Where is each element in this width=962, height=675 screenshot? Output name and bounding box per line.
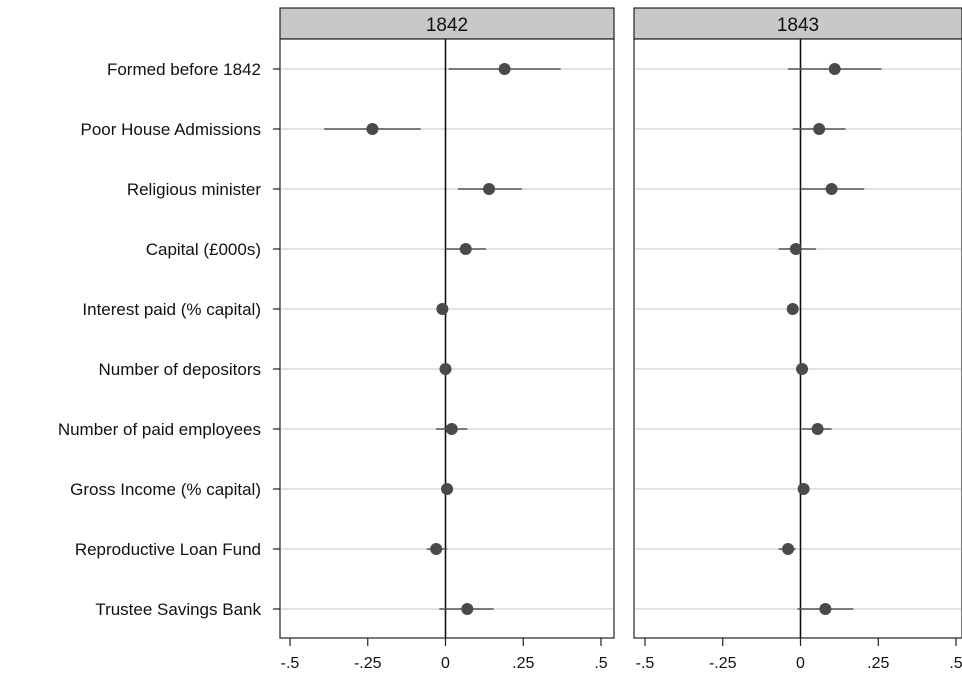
- estimate-point: [459, 243, 472, 255]
- estimate-point: [819, 603, 832, 615]
- panel-title: 1843: [777, 15, 819, 36]
- estimate-point: [811, 423, 824, 435]
- estimate-point: [782, 543, 795, 555]
- panel-1842: 1842 -.5 -.25 0 .25 .5: [279, 7, 615, 672]
- estimate-point: [498, 63, 511, 75]
- estimate-point: [445, 423, 458, 435]
- estimate-point: [483, 183, 496, 195]
- estimate-point: [366, 123, 379, 135]
- category-label: Number of depositors: [98, 360, 261, 379]
- category-label: Formed before 1842: [107, 60, 261, 79]
- panel-1843: 1843 -.5 -.25 0 .25 .5: [633, 7, 962, 672]
- estimate-point: [828, 63, 841, 75]
- estimate-point: [461, 603, 474, 615]
- estimate-point: [797, 483, 810, 495]
- estimate-point: [430, 543, 443, 555]
- x-tick-label: 0: [796, 655, 805, 672]
- x-tick-label: .5: [949, 655, 962, 672]
- estimate-point: [813, 123, 826, 135]
- estimate-point: [825, 183, 838, 195]
- x-tick-label: .25: [512, 655, 534, 672]
- x-tick-label: -.5: [281, 655, 300, 672]
- x-tick-label: .25: [867, 655, 889, 672]
- x-tick-label: 0: [441, 655, 450, 672]
- category-label: Capital (£000s): [146, 240, 261, 259]
- panel-strip: [279, 7, 615, 40]
- x-tick-label: -.25: [709, 655, 737, 672]
- category-label: Gross Income (% capital): [70, 480, 261, 499]
- category-label: Interest paid (% capital): [82, 300, 261, 319]
- x-tick-label: -.5: [636, 655, 655, 672]
- category-label: Trustee Savings Bank: [95, 600, 261, 619]
- plot-frame: [633, 38, 962, 639]
- category-label: Religious minister: [127, 180, 261, 199]
- plot-frame: [279, 38, 615, 639]
- x-tick-label: -.25: [354, 655, 382, 672]
- estimate-point: [789, 243, 802, 255]
- estimate-point: [439, 363, 452, 375]
- category-label: Number of paid employees: [58, 420, 261, 439]
- panel-title: 1842: [426, 15, 468, 36]
- category-label: Poor House Admissions: [81, 120, 261, 139]
- x-tick-label: .5: [594, 655, 607, 672]
- estimate-point: [441, 483, 454, 495]
- estimate-point: [786, 303, 799, 315]
- category-labels: Formed before 1842 Poor House Admissions R…: [58, 60, 280, 619]
- panel-strip: [633, 7, 962, 40]
- estimate-point: [796, 363, 809, 375]
- estimate-point: [436, 303, 449, 315]
- category-label: Reproductive Loan Fund: [75, 540, 261, 559]
